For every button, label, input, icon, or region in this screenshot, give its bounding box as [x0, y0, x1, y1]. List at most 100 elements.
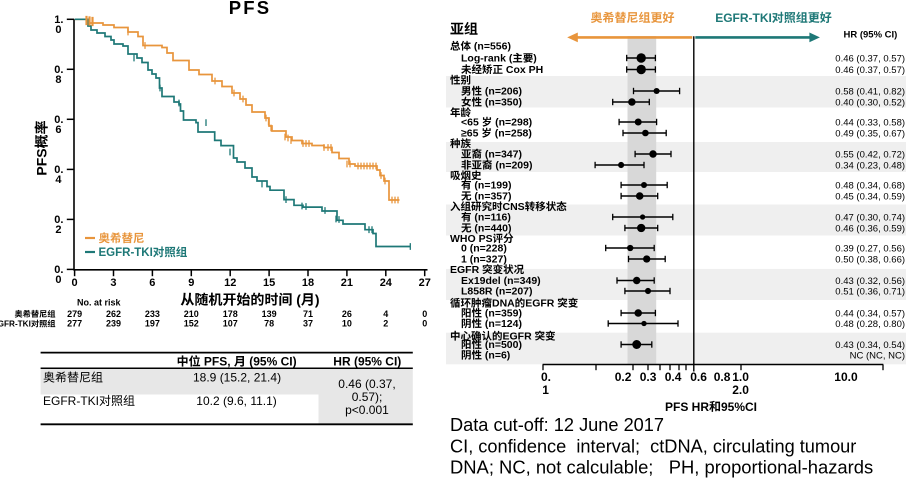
svg-text:279: 279 — [67, 309, 82, 319]
svg-text:0.46 (0.37, 0.57): 0.46 (0.37, 0.57) — [835, 65, 905, 76]
svg-text:0.: 0. — [54, 114, 63, 126]
svg-text:EGFR-TKI: EGFR-TKI — [99, 247, 153, 259]
svg-text:233: 233 — [145, 309, 160, 319]
svg-text:0.4: 0.4 — [665, 370, 682, 384]
svg-text:107: 107 — [223, 319, 238, 329]
svg-text:EGFR: EGFR — [450, 264, 482, 276]
svg-text:0.: 0. — [54, 164, 63, 176]
svg-text:1.0: 1.0 — [732, 370, 749, 384]
svg-text:0.: 0. — [54, 64, 63, 76]
svg-text:CI, confidence interval; ctD: CI, confidence interval; ctDNA, circulat… — [450, 437, 856, 457]
svg-text:0.48 (0.28, 0.80): 0.48 (0.28, 0.80) — [835, 319, 905, 330]
svg-text:0.47 (0.30, 0.74): 0.47 (0.30, 0.74) — [835, 212, 905, 223]
svg-text:(n=350): (n=350) — [482, 97, 522, 109]
svg-text:0.48 (0.34, 0.68): 0.48 (0.34, 0.68) — [835, 180, 905, 191]
svg-text:0.45 (0.34, 0.59): 0.45 (0.34, 0.59) — [835, 191, 905, 202]
svg-text:0.39 (0.27, 0.56): 0.39 (0.27, 0.56) — [835, 243, 905, 254]
svg-text:(n=298): (n=298) — [492, 117, 532, 129]
svg-text:0.55 (0.42, 0.72): 0.55 (0.42, 0.72) — [835, 149, 905, 160]
svg-text:0.2: 0.2 — [615, 370, 632, 384]
svg-text:0 (n=228): 0 (n=228) — [461, 243, 507, 255]
svg-text:CNS: CNS — [503, 201, 525, 213]
svg-text:(n=209): (n=209) — [493, 160, 533, 172]
svg-text:(n=556): (n=556) — [471, 41, 511, 53]
svg-text:0: 0 — [422, 319, 427, 329]
svg-text:PFS: PFS — [34, 148, 50, 175]
svg-text:0.46 (0.37,: 0.46 (0.37, — [338, 377, 395, 391]
svg-text:0.46 (0.37, 0.57): 0.46 (0.37, 0.57) — [835, 53, 905, 64]
svg-text:0.57);: 0.57); — [352, 390, 383, 404]
svg-text:p<0.001: p<0.001 — [345, 403, 389, 417]
svg-text:0: 0 — [72, 277, 78, 289]
svg-text:152: 152 — [184, 319, 199, 329]
svg-text:6: 6 — [149, 277, 155, 289]
svg-text:L858R (n=207): L858R (n=207) — [461, 286, 533, 298]
svg-text:2: 2 — [55, 224, 61, 236]
svg-text:95%CI: 95%CI — [721, 400, 757, 414]
svg-text:0.43 (0.34, 0.54): 0.43 (0.34, 0.54) — [835, 340, 905, 351]
svg-text:0.50 (0.38, 0.66): 0.50 (0.38, 0.66) — [835, 254, 905, 265]
svg-text:Log-rank (: Log-rank ( — [461, 53, 513, 65]
svg-text:15: 15 — [263, 277, 275, 289]
svg-text:262: 262 — [106, 309, 121, 319]
svg-text:(: ( — [292, 292, 301, 308]
svg-text:0.: 0. — [541, 370, 551, 384]
svg-text:PFS: PFS — [229, 0, 272, 18]
svg-text:1: 1 — [542, 383, 549, 397]
svg-text:DNA; NC, not calculable; PH,: DNA; NC, not calculable; PH, proportiona… — [450, 457, 873, 478]
svg-text:EGFR-TKI: EGFR-TKI — [715, 11, 772, 25]
svg-text:EGFR-TKI: EGFR-TKI — [0, 320, 31, 329]
svg-text:PFS HR: PFS HR — [665, 400, 709, 414]
svg-text:0.34 (0.23, 0.48): 0.34 (0.23, 0.48) — [835, 160, 905, 171]
svg-text:1.: 1. — [54, 14, 63, 26]
svg-text:8: 8 — [55, 74, 61, 86]
svg-text:): ) — [533, 53, 537, 65]
svg-text:27: 27 — [419, 277, 431, 289]
svg-text:NC (NC, NC): NC (NC, NC) — [850, 350, 905, 361]
svg-text:18.9 (15.2, 21.4): 18.9 (15.2, 21.4) — [193, 371, 281, 385]
svg-text:78: 78 — [264, 319, 274, 329]
svg-text:197: 197 — [145, 319, 160, 329]
svg-text:4: 4 — [55, 174, 62, 186]
svg-text:6: 6 — [55, 124, 61, 136]
svg-text:): ) — [315, 292, 320, 308]
svg-text:0.8: 0.8 — [714, 370, 731, 384]
svg-text:0.40 (0.30, 0.52): 0.40 (0.30, 0.52) — [835, 97, 905, 108]
svg-text:0: 0 — [55, 24, 61, 36]
svg-text:No. at risk: No. at risk — [77, 298, 122, 308]
svg-text:(n=440): (n=440) — [472, 223, 512, 235]
svg-text:EGFR: EGFR — [503, 331, 535, 343]
svg-text:0.46 (0.36, 0.59): 0.46 (0.36, 0.59) — [835, 223, 905, 234]
svg-text:37: 37 — [303, 319, 313, 329]
svg-text:3: 3 — [110, 277, 116, 289]
svg-text:0.: 0. — [54, 214, 63, 226]
svg-text:178: 178 — [223, 309, 238, 319]
svg-text:0: 0 — [422, 309, 427, 319]
svg-text:(n=199): (n=199) — [472, 180, 512, 192]
svg-text:21: 21 — [341, 277, 353, 289]
svg-text:0.58 (0.41, 0.82): 0.58 (0.41, 0.82) — [835, 86, 905, 97]
svg-text:0.44 (0.34, 0.57): 0.44 (0.34, 0.57) — [835, 308, 905, 319]
svg-text:(n=258): (n=258) — [492, 128, 532, 140]
svg-text:0.6: 0.6 — [690, 370, 707, 384]
svg-text:HR (95% CI): HR (95% CI) — [333, 355, 401, 369]
svg-text:(n=6): (n=6) — [482, 350, 510, 362]
svg-text:(n=347): (n=347) — [482, 149, 522, 161]
svg-text:(n=359): (n=359) — [482, 308, 522, 320]
svg-text:0.: 0. — [54, 264, 63, 276]
svg-text:0.44 (0.33, 0.58): 0.44 (0.33, 0.58) — [835, 117, 905, 128]
svg-text:WHO PS: WHO PS — [450, 233, 493, 245]
svg-text:0.43 (0.32, 0.56): 0.43 (0.32, 0.56) — [835, 276, 905, 287]
svg-text:Data cut-off: 12 June 2017: Data cut-off: 12 June 2017 — [450, 415, 664, 435]
svg-text:2.0: 2.0 — [732, 383, 749, 397]
svg-text:(n=124): (n=124) — [482, 318, 522, 330]
svg-text:(n=500): (n=500) — [482, 339, 522, 351]
svg-text:10.0: 10.0 — [834, 370, 858, 384]
svg-text:(n=116): (n=116) — [472, 212, 511, 224]
svg-text:9: 9 — [188, 277, 194, 289]
svg-text:10.2 (9.6, 11.1): 10.2 (9.6, 11.1) — [196, 394, 276, 408]
svg-text:EGFR: EGFR — [525, 298, 557, 310]
svg-text:0.51 (0.36, 0.71): 0.51 (0.36, 0.71) — [835, 286, 905, 297]
svg-text:0.3: 0.3 — [640, 370, 657, 384]
svg-text:4: 4 — [383, 309, 388, 319]
